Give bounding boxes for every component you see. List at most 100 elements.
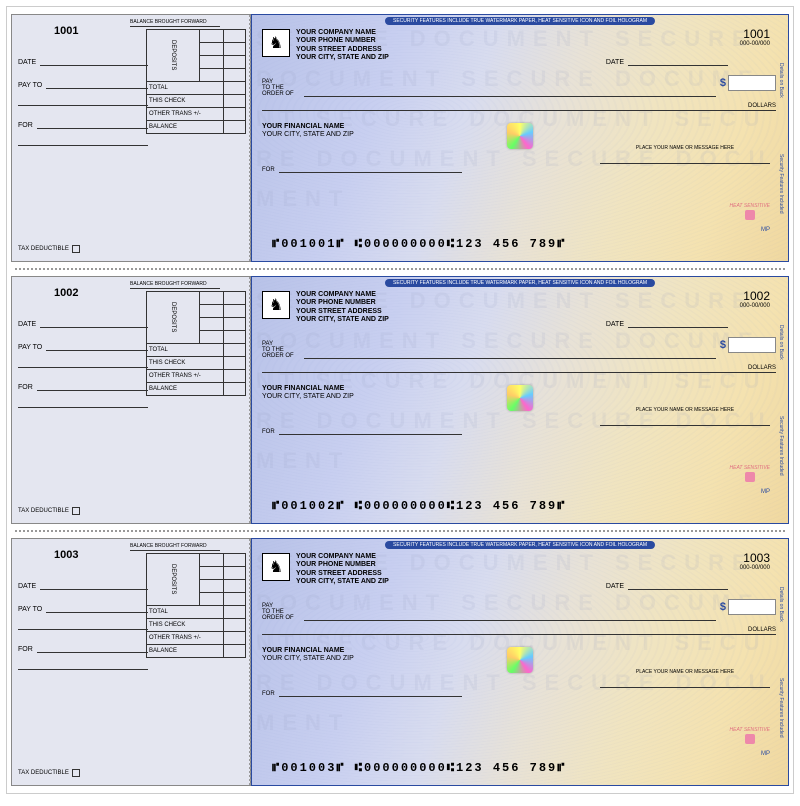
tax-deductible: TAX DEDUCTIBLE xyxy=(18,769,80,777)
check: SECURE DOCUMENT SECURE DOCUMENT SECURE D… xyxy=(251,14,789,262)
tax-deductible: TAX DEDUCTIBLE xyxy=(18,507,80,515)
check-number: 1001 xyxy=(743,27,770,41)
signature-line: PLACE YOUR NAME OR MESSAGE HERE xyxy=(600,145,770,164)
stub-number: 1001 xyxy=(54,25,78,37)
check-header: ♞ YOUR COMPANY NAMEYOUR PHONE NUMBERYOUR… xyxy=(262,553,389,587)
tax-deductible: TAX DEDUCTIBLE xyxy=(18,245,80,253)
this-check-label: THIS CHECK xyxy=(147,619,224,632)
amount-words-line: DOLLARS xyxy=(262,365,776,373)
balance-brought-forward-label: BALANCE BROUGHT FORWARD xyxy=(130,281,220,289)
routing-display: 000-00/000 xyxy=(740,565,770,571)
deposits-label: DEPOSITS xyxy=(147,30,200,82)
check-row: 1002 BALANCE BROUGHT FORWARD DATE PAY TO… xyxy=(11,276,789,524)
security-banner: SECURITY FEATURES INCLUDE TRUE WATERMARK… xyxy=(385,541,655,549)
check-row: 1003 BALANCE BROUGHT FORWARD DATE PAY TO… xyxy=(11,538,789,786)
pay-to-order: PAYTO THEORDER OF xyxy=(262,603,716,621)
company-address: YOUR COMPANY NAMEYOUR PHONE NUMBERYOUR S… xyxy=(296,553,389,587)
security-banner: SECURITY FEATURES INCLUDE TRUE WATERMARK… xyxy=(385,17,655,25)
deposits-label: DEPOSITS xyxy=(147,292,200,344)
stub-for-label: FOR xyxy=(18,384,33,391)
dollar-sign-icon: $ xyxy=(720,339,726,351)
check-number: 1003 xyxy=(743,551,770,565)
amount-words-line: DOLLARS xyxy=(262,627,776,635)
balance-label: BALANCE xyxy=(147,383,224,396)
stub-ledger: DEPOSITS TOTAL THIS CHECK OTHER TRANS +/… xyxy=(146,291,246,396)
other-trans-label: OTHER TRANS +/- xyxy=(147,632,224,645)
balance-brought-forward-label: BALANCE BROUGHT FORWARD xyxy=(130,543,220,551)
total-label: TOTAL xyxy=(147,82,224,95)
pay-to-order: PAYTO THEORDER OF xyxy=(262,79,716,97)
company-logo-icon: ♞ xyxy=(262,553,290,581)
stub-date-label: DATE xyxy=(18,321,36,328)
pay-to-order: PAYTO THEORDER OF xyxy=(262,341,716,359)
check: SECURE DOCUMENT SECURE DOCUMENT SECURE D… xyxy=(251,276,789,524)
total-label: TOTAL xyxy=(147,344,224,357)
balance-brought-forward-label: BALANCE BROUGHT FORWARD xyxy=(130,19,220,27)
security-banner: SECURITY FEATURES INCLUDE TRUE WATERMARK… xyxy=(385,279,655,287)
stub-date-label: DATE xyxy=(18,583,36,590)
tax-checkbox[interactable] xyxy=(72,507,80,515)
financial-institution: YOUR FINANCIAL NAMEYOUR CITY, STATE AND … xyxy=(262,385,354,402)
stub-ledger: DEPOSITS TOTAL THIS CHECK OTHER TRANS +/… xyxy=(146,29,246,134)
mp-label: MP xyxy=(761,751,770,757)
this-check-label: THIS CHECK xyxy=(147,95,224,108)
side-security-text: Details on BackSecurity Features Include… xyxy=(776,559,786,765)
dollar-sign-icon: $ xyxy=(720,601,726,613)
stub-for-label: FOR xyxy=(18,646,33,653)
stub-payto-label: PAY TO xyxy=(18,344,42,351)
balance-label: BALANCE xyxy=(147,121,224,134)
perforation xyxy=(15,268,785,270)
routing-display: 000-00/000 xyxy=(740,41,770,47)
check-date: DATE xyxy=(606,321,728,328)
check-row: 1001 BALANCE BROUGHT FORWARD DATE PAY TO… xyxy=(11,14,789,262)
check-number: 1002 xyxy=(743,289,770,303)
financial-institution: YOUR FINANCIAL NAMEYOUR CITY, STATE AND … xyxy=(262,123,354,140)
memo-line: FOR xyxy=(262,689,462,697)
check-stub: 1001 BALANCE BROUGHT FORWARD DATE PAY TO… xyxy=(11,14,251,262)
company-logo-icon: ♞ xyxy=(262,291,290,319)
stub-payto-label: PAY TO xyxy=(18,82,42,89)
amount-input[interactable] xyxy=(728,599,776,615)
balance-label: BALANCE xyxy=(147,645,224,658)
micr-line: ⑈001002⑈ ⑆000000000⑆123 456 789⑈ xyxy=(272,499,768,513)
stub-ledger: DEPOSITS TOTAL THIS CHECK OTHER TRANS +/… xyxy=(146,553,246,658)
perforation xyxy=(15,530,785,532)
memo-line: FOR xyxy=(262,165,462,173)
hologram-icon xyxy=(507,123,533,149)
amount-box: $ xyxy=(720,75,776,91)
memo-line: FOR xyxy=(262,427,462,435)
stub-date-label: DATE xyxy=(18,59,36,66)
other-trans-label: OTHER TRANS +/- xyxy=(147,108,224,121)
side-security-text: Details on BackSecurity Features Include… xyxy=(776,35,786,241)
check-date: DATE xyxy=(606,583,728,590)
check-stub: 1002 BALANCE BROUGHT FORWARD DATE PAY TO… xyxy=(11,276,251,524)
company-address: YOUR COMPANY NAMEYOUR PHONE NUMBERYOUR S… xyxy=(296,29,389,63)
amount-input[interactable] xyxy=(728,75,776,91)
amount-input[interactable] xyxy=(728,337,776,353)
check-date: DATE xyxy=(606,59,728,66)
heat-sensitive-icon: HEAT SENSITIVE xyxy=(730,465,770,483)
company-address: YOUR COMPANY NAMEYOUR PHONE NUMBERYOUR S… xyxy=(296,291,389,325)
tax-checkbox[interactable] xyxy=(72,245,80,253)
this-check-label: THIS CHECK xyxy=(147,357,224,370)
company-logo-icon: ♞ xyxy=(262,29,290,57)
stub-for-label: FOR xyxy=(18,122,33,129)
amount-box: $ xyxy=(720,599,776,615)
check-sheet: 1001 BALANCE BROUGHT FORWARD DATE PAY TO… xyxy=(6,6,794,794)
tax-checkbox[interactable] xyxy=(72,769,80,777)
other-trans-label: OTHER TRANS +/- xyxy=(147,370,224,383)
deposits-label: DEPOSITS xyxy=(147,554,200,606)
mp-label: MP xyxy=(761,489,770,495)
financial-institution: YOUR FINANCIAL NAMEYOUR CITY, STATE AND … xyxy=(262,647,354,664)
amount-words-line: DOLLARS xyxy=(262,103,776,111)
routing-display: 000-00/000 xyxy=(740,303,770,309)
check-stub: 1003 BALANCE BROUGHT FORWARD DATE PAY TO… xyxy=(11,538,251,786)
dollar-sign-icon: $ xyxy=(720,77,726,89)
side-security-text: Details on BackSecurity Features Include… xyxy=(776,297,786,503)
heat-sensitive-icon: HEAT SENSITIVE xyxy=(730,203,770,221)
signature-line: PLACE YOUR NAME OR MESSAGE HERE xyxy=(600,407,770,426)
signature-line: PLACE YOUR NAME OR MESSAGE HERE xyxy=(600,669,770,688)
mp-label: MP xyxy=(761,227,770,233)
micr-line: ⑈001003⑈ ⑆000000000⑆123 456 789⑈ xyxy=(272,761,768,775)
hologram-icon xyxy=(507,385,533,411)
